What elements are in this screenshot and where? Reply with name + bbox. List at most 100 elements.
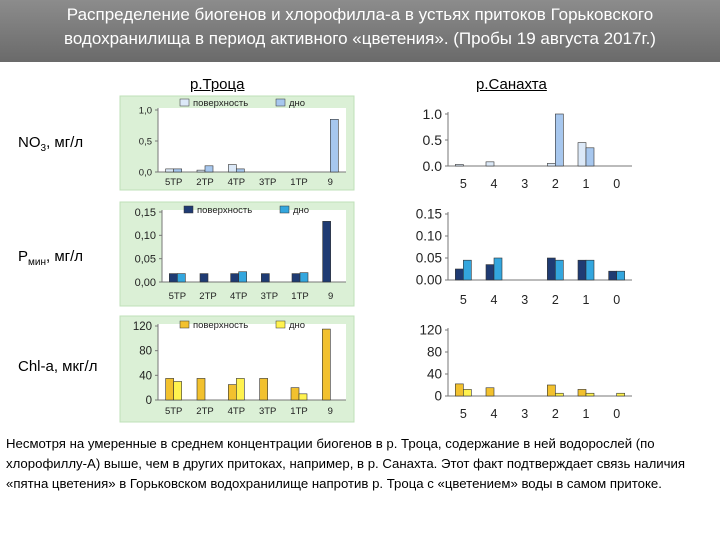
legend-label-surface: поверхность — [193, 98, 248, 109]
bar-no3-troca-bottom-5 — [330, 118, 339, 173]
y-tick-label: 1.0 — [423, 106, 443, 122]
x-tick-label: 2 — [552, 177, 559, 191]
bar-no3-sanakhta-bottom-4 — [585, 147, 595, 167]
x-tick-label: 1ТР — [291, 291, 308, 302]
x-tick-label: 0 — [613, 177, 620, 191]
y-tick-label: 120 — [133, 321, 152, 333]
bar-pmin-sanakhta-surface-4 — [577, 259, 587, 281]
y-tick-label: 0,0 — [139, 167, 152, 178]
row-label-pmin-unit: , мг/л — [46, 248, 84, 265]
caption-text: Несмотря на умеренные в среднем концентр… — [6, 436, 686, 491]
y-tick-label: 0,15 — [135, 207, 156, 219]
bar-pmin-troca-surface-0 — [169, 273, 178, 283]
bar-no3-troca-bottom-2 — [236, 168, 245, 173]
x-tick-label: 1ТР — [290, 177, 307, 188]
bar-chla-troca-surface-5 — [322, 328, 331, 401]
chart-pmin-troca: 0,00 0,05 0,10 0,15 5ТР 2ТР 4ТР 3ТР 1ТР 9 поверхно… — [119, 201, 355, 307]
river-label-sanakhta: р.Санахта — [476, 76, 547, 93]
bar-no3-troca-bottom-1 — [204, 165, 214, 173]
y-tick-label: 40 — [427, 367, 442, 382]
bar-chla-sanakhta-bottom-5 — [616, 392, 625, 397]
row-label-no3-main: NO — [18, 134, 41, 151]
y-tick-label: 0,10 — [135, 230, 156, 242]
bar-pmin-troca-surface-5 — [322, 221, 331, 283]
bar-pmin-troca-surface-4 — [291, 273, 301, 283]
x-tick-label: 3ТР — [261, 291, 278, 302]
bar-chla-sanakhta-bottom-0 — [463, 389, 472, 397]
bar-chla-sanakhta-surface-4 — [577, 389, 587, 397]
x-tick-label: 1 — [583, 293, 590, 307]
x-tick-label: 2 — [552, 407, 559, 421]
row-label-pmin: Pмин, мг/л — [18, 248, 83, 268]
x-tick-label: 3ТР — [259, 177, 276, 188]
x-tick-label: 5 — [460, 177, 467, 191]
x-tick-label: 4ТР — [228, 177, 245, 188]
x-tick-label: 5ТР — [169, 291, 186, 302]
plot-area — [158, 324, 346, 400]
bar-pmin-sanakhta-bottom-0 — [463, 259, 472, 281]
x-tick-label: 3 — [521, 177, 528, 191]
bar-no3-troca-bottom-0 — [173, 168, 182, 173]
y-tick-label: 1,0 — [139, 105, 152, 116]
x-tick-label: 2ТР — [199, 291, 216, 302]
x-tick-label: 9 — [328, 177, 333, 188]
legend-label-bottom: дно — [293, 205, 309, 216]
x-tick-label: 1 — [583, 407, 590, 421]
chart-pmin-sanakhta: 0.00 0.05 0.10 0.15 5 4 3 2 1 0 — [416, 207, 632, 307]
bar-pmin-sanakhta-bottom-5 — [616, 270, 625, 281]
y-tick-label: 0.05 — [416, 251, 442, 266]
bar-pmin-sanakhta-bottom-3 — [555, 259, 564, 281]
legend-label-surface: поверхность — [197, 205, 252, 216]
legend-swatch-bottom — [275, 320, 286, 329]
x-tick-label: 4 — [491, 293, 498, 307]
bar-chla-troca-bottom-4 — [298, 393, 308, 401]
y-tick-label: 0.0 — [423, 158, 443, 174]
row-label-pmin-main: P — [18, 248, 29, 265]
y-tick-label: 0 — [146, 395, 152, 407]
bar-no3-sanakhta-bottom-3 — [555, 113, 564, 167]
bar-chla-troca-bottom-0 — [173, 381, 182, 401]
bar-chla-sanakhta-surface-0 — [455, 383, 464, 397]
bar-chla-sanakhta-bottom-4 — [585, 392, 595, 397]
y-tick-label: 80 — [139, 346, 152, 358]
row-label-pmin-sub: мин — [28, 257, 46, 268]
bar-pmin-troca-bottom-0 — [177, 273, 186, 283]
row-label-chla: Chl-a, мкг/л — [18, 358, 97, 375]
bar-pmin-sanakhta-surface-3 — [547, 257, 556, 281]
legend-label-surface: поверхность — [193, 320, 248, 331]
bar-no3-troca-surface-0 — [165, 168, 174, 173]
legend-swatch-bottom — [279, 205, 290, 214]
bar-no3-sanakhta-surface-1 — [485, 161, 495, 167]
x-tick-label: 2ТР — [196, 406, 213, 417]
chart-no3-sanakhta: 0.0 0.5 1.0 5 4 3 2 1 0 — [423, 106, 632, 191]
title-line-1: Распределение биогенов и хлорофилла-а в … — [66, 5, 654, 24]
x-tick-label: 4 — [491, 177, 498, 191]
y-tick-label: 0.00 — [416, 273, 442, 288]
bar-pmin-sanakhta-surface-5 — [608, 270, 617, 281]
y-tick-label: 0,5 — [139, 136, 152, 147]
bar-pmin-sanakhta-surface-0 — [455, 268, 464, 281]
chart-chla-sanakhta: 0 40 80 120 5 4 3 2 1 0 — [419, 323, 632, 421]
x-tick-label: 9 — [328, 406, 333, 417]
legend-label-bottom: дно — [289, 320, 305, 331]
bar-chla-troca-surface-1 — [196, 378, 206, 401]
legend-swatch-surface — [183, 205, 194, 214]
legend-swatch-surface — [179, 98, 190, 107]
y-tick-label: 40 — [139, 370, 152, 382]
x-tick-label: 2ТР — [196, 177, 213, 188]
chart-no3-troca: 0,0 0,5 1,0 5ТР 2ТР 4ТР 3ТР 1ТР 9 поверхность дно — [119, 95, 355, 191]
y-tick-label: 0,05 — [135, 254, 156, 266]
y-tick-label: 0.10 — [416, 229, 442, 244]
bar-pmin-troca-surface-1 — [199, 273, 209, 283]
y-tick-label: 120 — [419, 323, 442, 338]
y-tick-label: 0.5 — [423, 132, 443, 148]
bar-no3-sanakhta-surface-4 — [577, 142, 587, 167]
bar-chla-troca-surface-0 — [165, 378, 174, 401]
x-tick-label: 5ТР — [165, 406, 182, 417]
x-tick-label: 1ТР — [290, 406, 307, 417]
x-tick-label: 2 — [552, 293, 559, 307]
bar-no3-troca-surface-1 — [196, 169, 206, 173]
bar-chla-sanakhta-surface-1 — [485, 387, 495, 397]
legend-swatch-bottom — [275, 98, 286, 107]
bar-no3-sanakhta-surface-0 — [455, 164, 464, 167]
